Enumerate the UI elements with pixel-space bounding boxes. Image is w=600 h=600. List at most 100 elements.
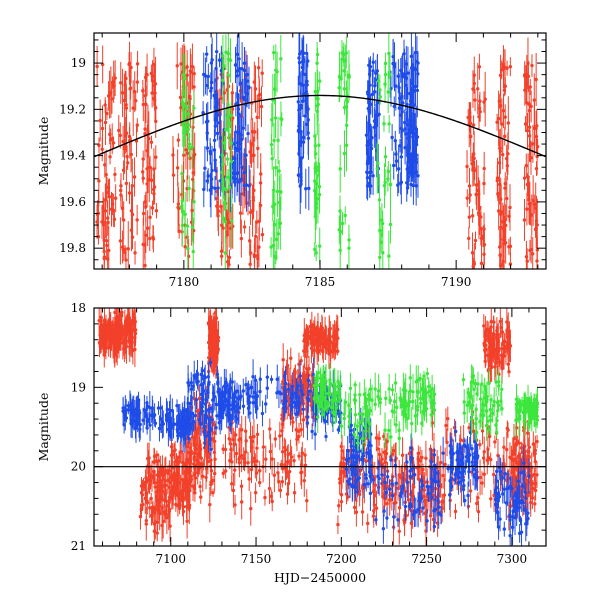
bottom-red-point [385,439,389,444]
top-red-point [150,91,154,95]
top-blue-point [392,163,396,168]
bottom-red-point [163,492,168,496]
top-red-point [175,166,180,170]
bottom-series-blue [121,357,531,546]
top-blue-point [296,173,301,177]
top-blue-point [237,180,241,184]
bottom-red-point [495,356,500,360]
bottom-red-point [428,514,433,518]
top-blue-point [239,133,244,137]
top-blue-point [203,166,207,170]
bottom-red-point [511,452,515,457]
bottom-red-point [268,449,273,454]
top-red-point [143,94,147,98]
top-green-point [186,246,190,251]
top-green-point [347,238,351,242]
top-red-point [472,81,476,86]
top-red-point [129,152,133,157]
top-red-point [527,134,532,138]
top-blue-point [232,156,237,161]
bottom-red-point [113,310,117,315]
bottom-red-point [492,472,496,477]
bottom-red-point [143,480,148,484]
top-blue-point [396,74,401,78]
top-blue-point [208,188,213,192]
top-red-point [255,253,260,258]
top-green-point [187,186,191,191]
top-red-point [467,236,471,241]
top-blue-point [377,112,381,117]
top-blue-point [392,65,397,69]
bottom-red-point [531,486,535,491]
top-blue-point [390,135,394,140]
top-blue-point [244,153,248,157]
top-blue-point [245,79,249,83]
bottom-red-point [281,466,285,471]
top-red-point [103,103,107,107]
top-red-point [531,252,535,256]
top-red-point [259,104,264,109]
bottom-red-point [195,430,199,434]
top-blue-point [209,86,214,90]
bottom-red-point [483,359,487,364]
bottom-red-point [223,469,228,473]
top-x-tick-label: 7185 [305,275,336,289]
bottom-red-point [173,471,177,476]
top-red-point [95,220,99,224]
top-red-point [100,126,105,131]
top-red-point [473,238,478,243]
top-blue-point [301,135,306,140]
top-blue-point [413,84,418,89]
bottom-red-point [187,498,191,502]
top-blue-point [245,91,250,96]
bottom-red-point [303,453,307,457]
bottom-red-point [122,327,127,332]
bottom-red-point [243,429,248,433]
bottom-red-point [315,337,319,341]
bottom-red-point [305,499,309,503]
top-green-point [342,87,347,91]
top-green-point [377,198,382,202]
top-red-point [154,119,158,124]
top-red-point [127,191,132,195]
top-red-point [508,205,512,210]
bottom-red-point [308,324,313,329]
bottom-red-point [155,473,160,477]
bottom-red-point [151,476,156,480]
top-red-point [104,173,108,177]
top-green-point [339,77,343,81]
top-green-point [275,237,279,242]
top-green-point [224,128,228,132]
bottom-red-point [253,490,258,495]
bottom-red-point [336,522,340,527]
bottom-red-point [128,322,132,326]
top-red-point [141,89,145,93]
top-red-point [111,141,116,145]
bottom-red-point [482,450,486,454]
bottom-red-point [230,460,234,464]
top-green-point [342,105,347,110]
bottom-red-point [207,322,211,326]
top-red-point [144,102,148,106]
top-red-point [219,96,223,101]
bottom-red-point [362,443,367,447]
top-blue-point [204,52,209,56]
bottom-red-point [488,457,493,462]
top-red-point [143,263,147,268]
top-green-point [279,117,283,121]
top-red-point [505,196,509,201]
bottom-red-point [498,319,503,324]
bottom-red-point [144,522,148,526]
top-red-point [154,155,158,159]
top-blue-point [408,164,413,168]
bottom-red-point [338,481,342,485]
bottom-red-point [396,486,400,490]
top-red-point [145,73,149,77]
top-blue-point [299,182,303,186]
bottom-red-point [193,476,198,480]
bottom-red-point [270,499,274,504]
top-blue-point [244,183,249,187]
bottom-red-point [293,371,297,376]
bottom-red-point [210,339,215,343]
bottom-red-point [188,480,193,484]
